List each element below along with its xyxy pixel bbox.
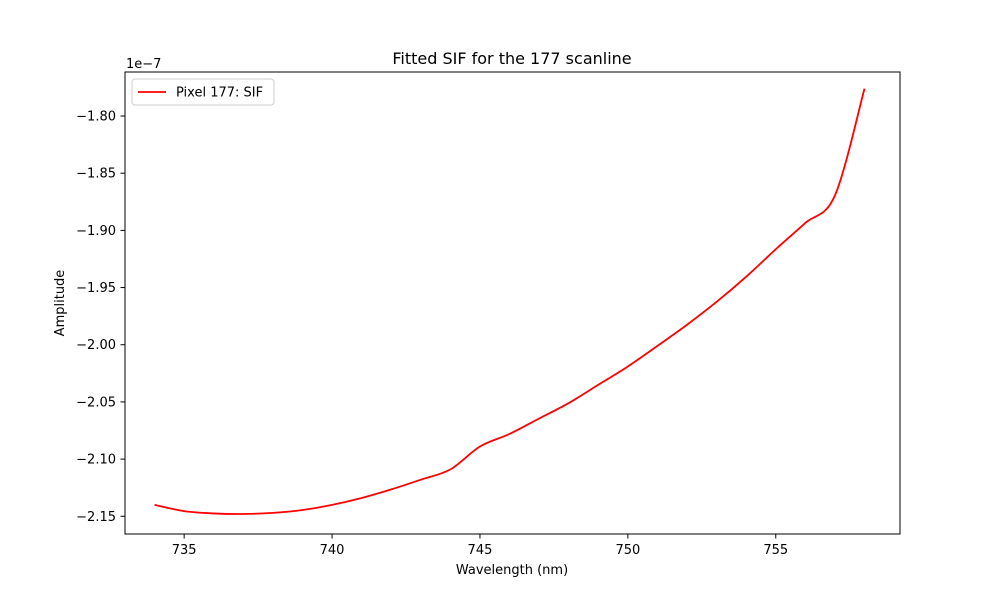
x-tick-label: 755 <box>763 543 788 558</box>
y-tick-label: −1.85 <box>76 167 116 182</box>
x-tick-label: 745 <box>468 543 493 558</box>
axes-frame <box>124 71 901 535</box>
legend: Pixel 177: SIF <box>131 78 275 106</box>
y-tick-label: −1.95 <box>76 281 116 296</box>
x-tick-label: 750 <box>615 543 640 558</box>
y-offset-label: 1e−7 <box>126 57 161 72</box>
x-tick-label: 740 <box>320 543 345 558</box>
legend-box <box>131 78 275 106</box>
y-tick-label: −2.15 <box>76 510 116 525</box>
y-tick-label: −2.05 <box>76 395 116 410</box>
plot-area: 735 740 745 750 755 −2.15 −2.10 −2.05 −2.00 −1.95… <box>76 88 866 558</box>
y-tick-label: −2.00 <box>76 338 116 353</box>
y-tick-label: −1.80 <box>76 110 116 125</box>
x-axis-label: Wavelength (nm) <box>456 563 568 578</box>
y-tick-label: −2.10 <box>76 453 116 468</box>
series-line-0 <box>154 88 866 515</box>
y-axis-label: Amplitude <box>53 270 68 337</box>
chart-title: Fitted SIF for the 177 scanline <box>392 49 631 68</box>
legend-label: Pixel 177: SIF <box>176 86 263 101</box>
y-tick-label: −1.90 <box>76 224 116 239</box>
x-tick-label: 735 <box>172 543 197 558</box>
